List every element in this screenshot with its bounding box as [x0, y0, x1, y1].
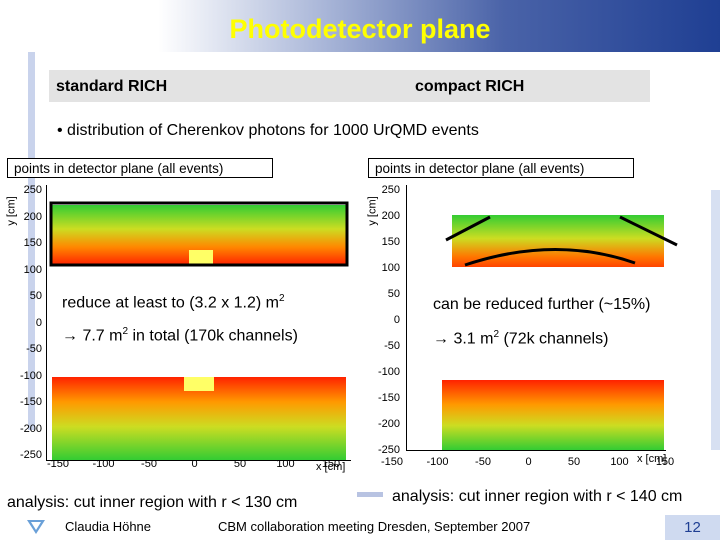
right-x-axis — [406, 450, 666, 451]
right-accent-bar — [711, 190, 720, 450]
x-tick-label: -150 — [46, 458, 70, 470]
y-tick-label: 200 — [381, 210, 400, 222]
left-note-1-sup: 2 — [279, 293, 285, 304]
right-note-2: → 3.1 m2 (72k channels) — [433, 329, 608, 348]
y-tick-label: 0 — [393, 314, 400, 326]
left-x-label: x [cm] — [316, 461, 346, 473]
left-note-2-text: → 7.7 m — [62, 327, 123, 345]
footer-event: CBM collaboration meeting Dresden, Septe… — [218, 519, 531, 534]
x-tick-label: 100 — [610, 456, 629, 468]
left-note-1: reduce at least to (3.2 x 1.2) m2 — [62, 293, 285, 312]
y-tick-label: 0 — [35, 316, 42, 329]
cbm-logo-icon — [27, 520, 45, 534]
right-heatmap-top — [445, 215, 678, 267]
right-heatmap-bottom — [442, 380, 664, 450]
bullet-text: • distribution of Cherenkov photons for … — [57, 122, 479, 139]
header-box — [49, 70, 650, 102]
x-tick-label: -100 — [92, 458, 115, 470]
y-tick-label: -250 — [377, 444, 400, 456]
y-tick-label: -150 — [377, 392, 400, 404]
y-tick-label: -50 — [26, 343, 42, 355]
right-y-axis — [406, 185, 407, 450]
left-note-1-text: reduce at least to (3.2 x 1.2) m — [62, 294, 279, 312]
analysis-right: analysis: cut inner region with r < 140 … — [392, 488, 683, 505]
y-tick-label: -150 — [19, 396, 42, 408]
left-x-axis — [46, 460, 351, 461]
x-tick-label: -50 — [141, 458, 157, 470]
x-tick-label: 50 — [567, 456, 581, 468]
right-plot-title: points in detector plane (all events) — [368, 158, 634, 178]
y-tick-label: 250 — [381, 184, 400, 196]
right-x-label: x [cm] — [637, 453, 667, 465]
right-note-1: can be reduced further (~15%) — [433, 296, 651, 313]
left-y-axis — [46, 185, 47, 460]
left-heatmap-top — [49, 201, 349, 267]
title-bar — [0, 0, 720, 52]
x-tick-label: -100 — [426, 456, 449, 468]
analysis-left: analysis: cut inner region with r < 130 … — [7, 494, 298, 511]
header-compact-rich: compact RICH — [415, 78, 525, 95]
x-tick-label: 0 — [191, 458, 198, 470]
left-accent-bar — [28, 52, 35, 430]
footer-author: Claudia Höhne — [65, 519, 152, 534]
y-tick-label: -250 — [19, 449, 42, 461]
y-tick-label: 250 — [23, 184, 42, 196]
x-tick-label: 0 — [525, 456, 532, 468]
header-standard-rich: standard RICH — [56, 78, 168, 95]
left-note-2-rest: in total (170k channels) — [128, 327, 298, 345]
y-tick-label: -200 — [377, 418, 400, 430]
y-tick-label: 100 — [381, 262, 400, 274]
y-tick-label: 200 — [23, 210, 42, 223]
right-note-2-text: → 3.1 m — [433, 330, 494, 348]
right-note-2-sup: 2 — [493, 329, 500, 340]
y-tick-label: 150 — [23, 237, 42, 249]
left-note-2-sup: 2 — [122, 326, 129, 337]
x-tick-label: 100 — [276, 458, 295, 470]
x-tick-label: -150 — [380, 456, 404, 468]
page-number: 12 — [665, 515, 720, 540]
slide-title: Photodetector plane — [229, 14, 491, 44]
y-tick-label: -50 — [384, 340, 400, 352]
y-tick-label: 100 — [23, 263, 42, 276]
left-heatmap-bottom — [52, 377, 346, 460]
y-tick-label: -200 — [19, 422, 42, 435]
divider-bar — [357, 492, 383, 497]
left-plot-title: points in detector plane (all events) — [7, 158, 273, 178]
x-tick-label: 150 — [655, 456, 675, 468]
y-tick-label: -100 — [19, 369, 42, 382]
y-tick-label: 50 — [387, 288, 400, 300]
x-tick-label: 150 — [321, 458, 341, 470]
x-tick-label: -50 — [475, 456, 491, 468]
x-tick-label: 50 — [233, 458, 247, 470]
y-tick-label: 50 — [29, 290, 42, 302]
y-tick-label: 150 — [381, 236, 400, 248]
y-tick-label: -100 — [377, 366, 400, 378]
right-note-2-rest: (72k channels) — [499, 330, 609, 348]
left-note-2: → 7.7 m2 in total (170k channels) — [62, 326, 298, 345]
